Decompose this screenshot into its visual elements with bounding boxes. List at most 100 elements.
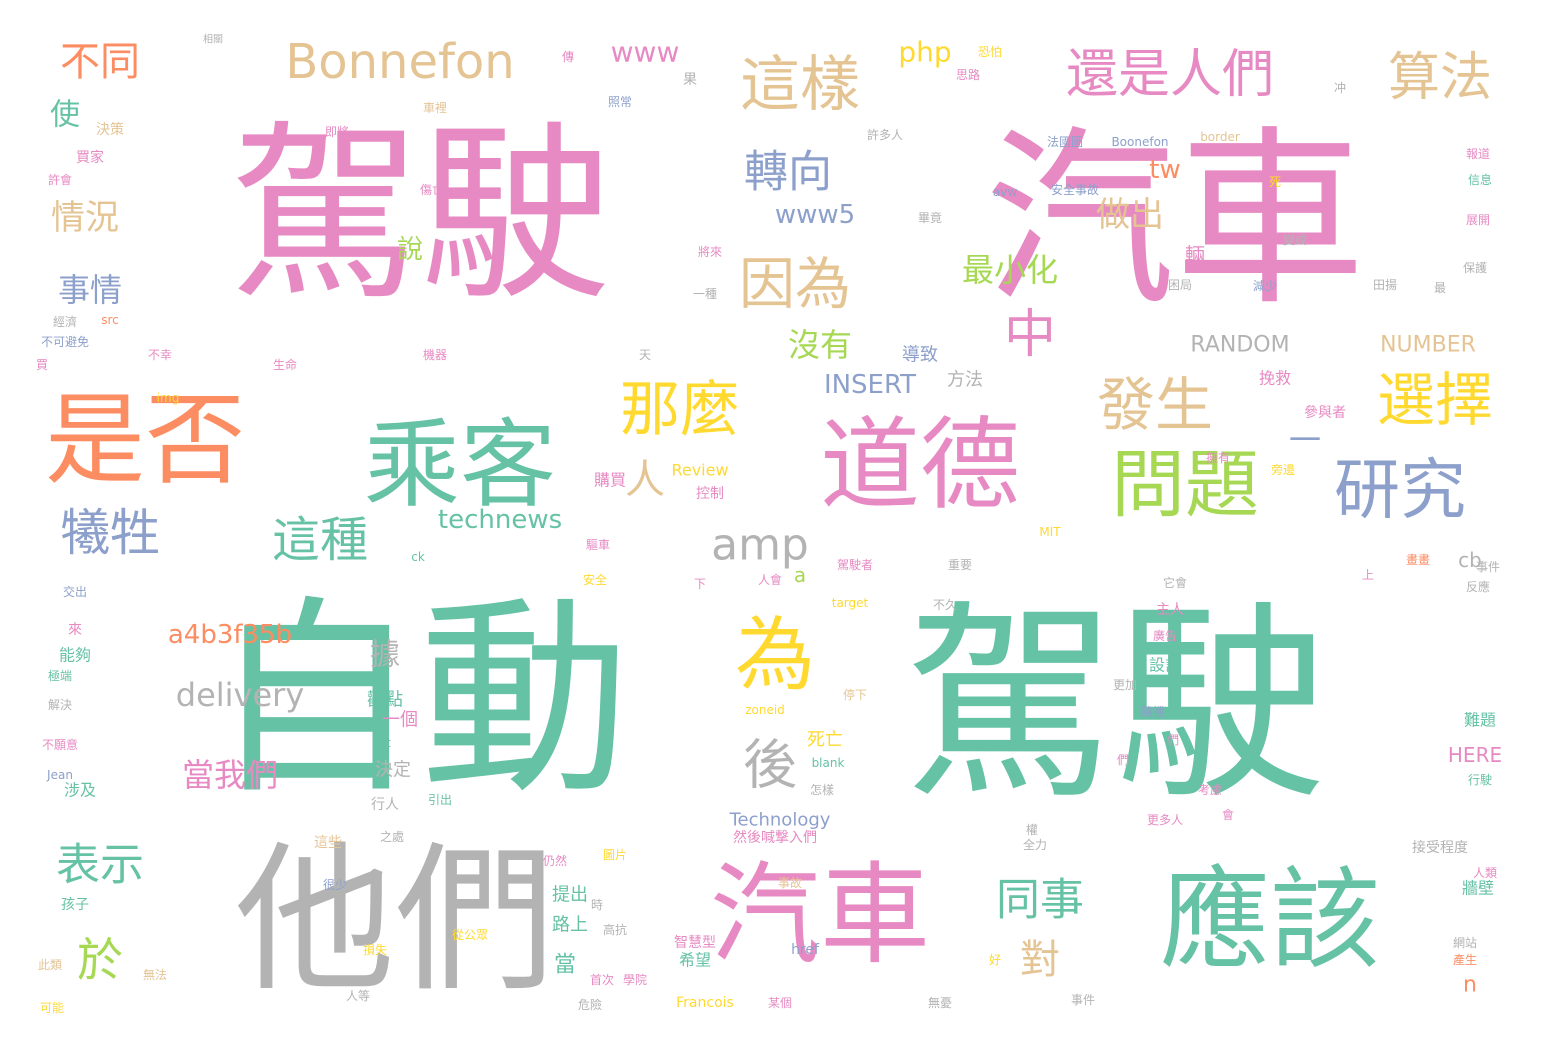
cloud-word: technews [438,505,562,535]
cloud-word: 很少 [323,878,347,892]
cloud-word: 不同 [60,39,140,85]
cloud-word: 仍然 [543,853,567,868]
cloud-word: 轉向 [744,147,832,198]
cloud-word: img [157,391,180,405]
cloud-word: 駕駛 [905,583,1325,828]
cloud-word: 果 [683,72,697,88]
cloud-word: 是否 [45,382,245,499]
cloud-word: 接受程度 [1412,839,1468,856]
cloud-word: 高抗 [603,922,627,937]
cloud-word: 路上 [552,915,588,936]
cloud-word: target [832,596,869,610]
cloud-word: 中 [1004,305,1056,365]
cloud-word: 那麼 [620,375,740,445]
cloud-word: 犧牲 [60,504,160,562]
cloud-word: 決定 [375,760,411,781]
cloud-word: 算法 [1388,48,1492,108]
cloud-word: 智慧型 [674,935,716,951]
cloud-word: 事件 [1071,993,1095,1007]
cloud-word: 當我們 [182,756,278,794]
cloud-word: 天 [639,348,651,362]
cloud-word: 沒有 [788,326,852,364]
cloud-word: 購買 [594,471,626,490]
cloud-word: 不幸 [148,348,172,362]
cloud-word: 傳 [562,50,574,64]
cloud-word: 保護 [1463,260,1487,275]
cloud-word: 說 [397,235,423,265]
cloud-word: 於 [77,933,123,987]
cloud-word: 將來 [698,244,722,259]
cloud-word: 怎樣 [810,782,834,797]
cloud-word: 困局 [1168,278,1192,292]
cloud-word: tw [1149,155,1180,185]
cloud-word: 隨機 [1141,704,1165,719]
cloud-word: INSERT [824,370,916,400]
cloud-word: 之處 [380,830,404,844]
cloud-word: 事故 [778,875,802,890]
cloud-word: 駕駛 [230,105,610,326]
cloud-word: 使 [50,98,80,133]
cloud-word: Review [671,461,728,480]
cloud-word: 因為 [739,253,851,318]
cloud-word: 不願意 [42,737,78,752]
cloud-word: 人 [625,457,665,503]
cloud-word: 做出 [1096,195,1164,235]
cloud-word: 時 [591,898,603,912]
cloud-word: 極端 [48,668,72,683]
cloud-word: 驅車 [586,538,610,552]
cloud-word: Jean [46,768,73,782]
cloud-word: 冲 [1334,80,1346,95]
cloud-word: 無憂 [928,995,952,1010]
cloud-word: 駕駛者 [837,558,873,572]
cloud-word: 首次 [590,973,614,987]
cloud-word: amp [711,520,809,571]
cloud-word: 解決 [48,698,72,712]
cloud-word: 產生 [1453,952,1477,967]
cloud-word: 還是人們 [1066,45,1274,105]
cloud-word: src [101,313,119,327]
cloud-word: 學院 [623,973,647,987]
cloud-word: 旁邊 [1271,462,1295,477]
cloud-word: 考慮 [1198,783,1222,797]
cloud-word: 死 [1269,175,1281,189]
cloud-word: 提出 [552,885,588,906]
cloud-word: 安全 [583,572,607,587]
cloud-word: 為 [735,609,815,702]
cloud-word: 報道 [1466,147,1490,161]
cloud-word: 圖片 [603,848,627,862]
cloud-word: 許多人 [867,128,903,142]
cloud-word: 即將 [325,124,349,139]
cloud-word: 此類 [38,958,62,972]
cloud-word: 同事 [996,875,1084,926]
cloud-word: zoneid [745,703,785,717]
cloud-word: 全力 [1023,837,1047,852]
cloud-word: 人類 [1473,866,1497,880]
cloud-word: 傷亡 [420,182,444,197]
cloud-word: MIT [1039,525,1061,539]
cloud-word: 展開 [1466,213,1490,227]
cloud-word: 們 [1117,753,1129,767]
cloud-word: 應該 [1160,856,1380,984]
cloud-word: 田揚 [1373,278,1397,292]
cloud-word: 人會 [758,573,782,587]
cloud-word: Francois [676,995,734,1011]
cloud-word: 重要 [948,558,972,572]
cloud-word: www [611,36,680,69]
cloud-word: delivery [176,676,305,714]
cloud-word: 從公眾 [452,928,488,942]
cloud-word: 設計 [1149,656,1181,675]
cloud-word: 減少 [1253,278,1277,293]
cloud-word: 最小化 [962,251,1058,289]
cloud-word: 買 [36,358,48,372]
cloud-word: 不可避免 [41,334,89,349]
cloud-word: 牆壁 [1462,879,1494,898]
cloud-word: www5 [775,200,855,230]
cloud-word: 觀點 [367,690,403,711]
cloud-word: 思路 [956,67,980,82]
cloud-word: 汽車 [710,851,930,979]
cloud-word: 廣告 [1153,629,1177,643]
cloud-word: 死亡 [807,730,843,751]
cloud-word: 可能 [40,1001,64,1015]
cloud-word: 這樣 [740,50,860,120]
